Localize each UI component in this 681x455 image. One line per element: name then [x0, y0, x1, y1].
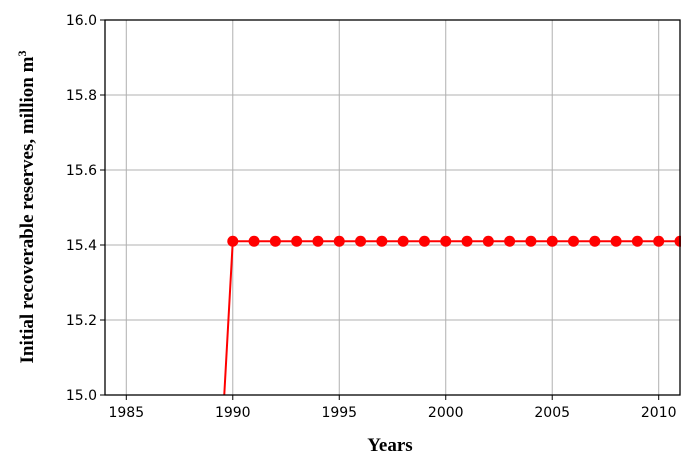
data-point [376, 235, 388, 247]
data-point [355, 235, 367, 247]
y-tick-label: 16.0 [66, 13, 97, 29]
data-point [546, 235, 558, 247]
series-layer [223, 235, 681, 396]
y-axis-label-superscript: 3 [15, 51, 29, 57]
y-tick-label: 15.8 [66, 88, 97, 104]
y-axis-ticks: 15.0 15.2 15.4 15.6 15.8 16.0 [66, 13, 105, 404]
data-point [589, 235, 601, 247]
x-axis-label: Years [367, 435, 412, 455]
data-point [397, 235, 409, 247]
data-point [248, 235, 260, 247]
y-tick-label: 15.2 [66, 313, 97, 329]
data-point [418, 235, 430, 247]
y-tick-label: 15.0 [66, 388, 97, 404]
grid [105, 19, 680, 396]
data-point [482, 235, 494, 247]
plot-frame [104, 19, 681, 396]
y-axis-label: Initial recoverable reserves, million m3 [15, 51, 38, 364]
data-point [461, 235, 473, 247]
data-point [333, 235, 345, 247]
x-tick-label: 1995 [321, 405, 357, 421]
data-point [312, 235, 324, 247]
data-point [610, 235, 622, 247]
x-tick-label: 1985 [108, 405, 144, 421]
data-point [269, 235, 281, 247]
x-axis-ticks: 1985 1990 1995 2000 2005 2010 [108, 395, 677, 421]
x-tick-label: 1990 [215, 405, 251, 421]
data-point [440, 235, 452, 247]
y-tick-label: 15.6 [66, 163, 97, 179]
data-point [568, 235, 580, 247]
y-axis-label-text: Initial recoverable reserves, million m [17, 56, 38, 363]
series-line [223, 240, 680, 396]
x-tick-label: 2010 [641, 405, 677, 421]
x-tick-label: 2005 [534, 405, 570, 421]
data-point [227, 235, 239, 247]
data-point [631, 235, 643, 247]
data-point [291, 235, 303, 247]
data-point [504, 235, 516, 247]
data-point [653, 235, 665, 247]
y-tick-label: 15.4 [66, 238, 97, 254]
data-point [525, 235, 537, 247]
x-tick-label: 2000 [428, 405, 464, 421]
